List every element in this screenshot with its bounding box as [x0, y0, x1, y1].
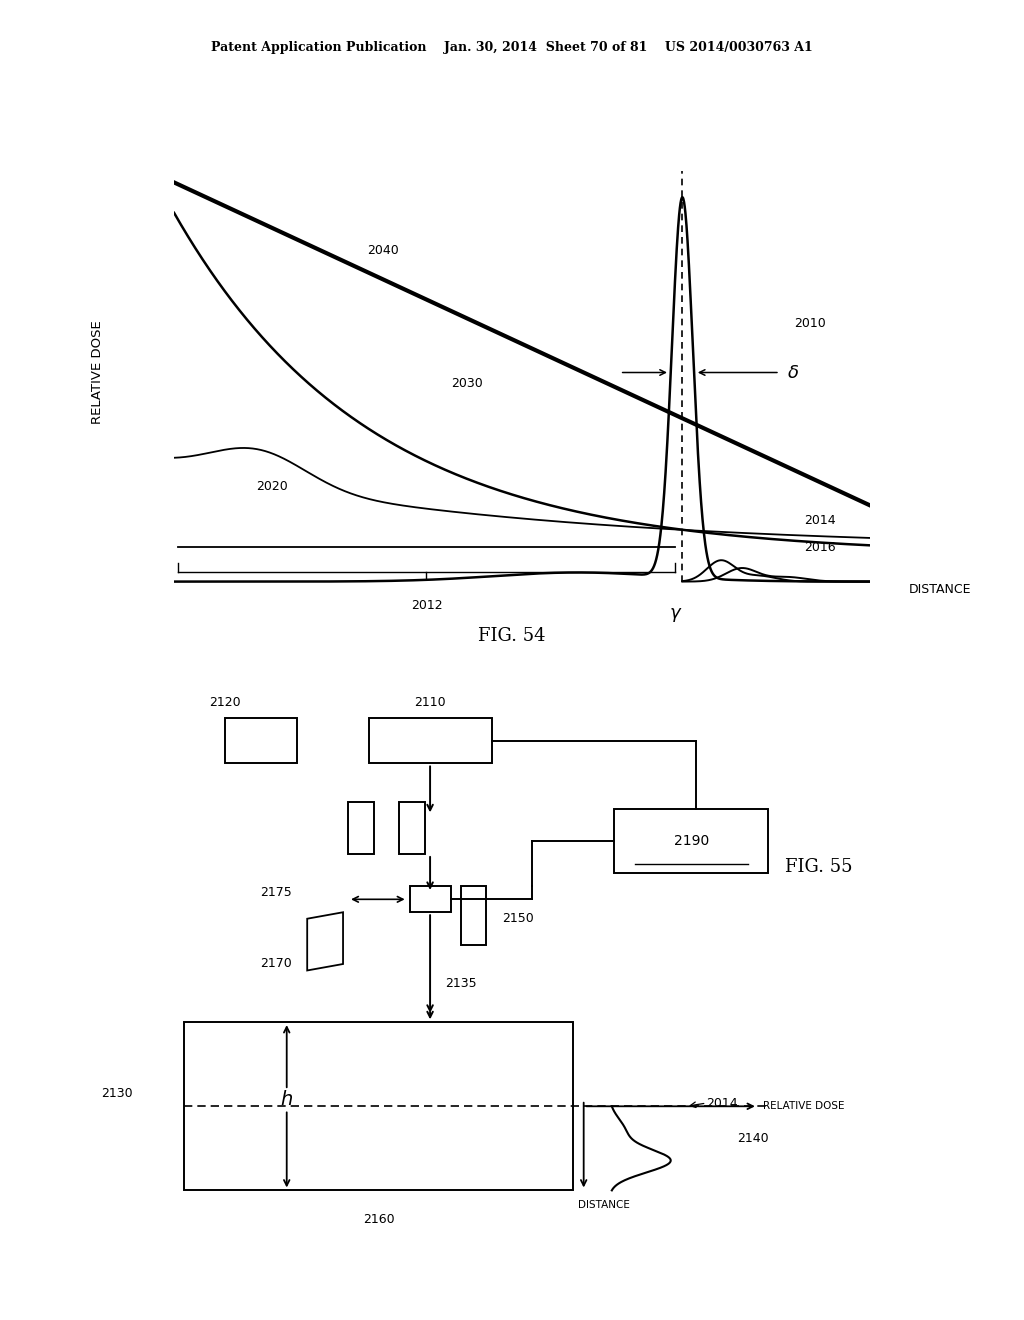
Text: 2135: 2135 [445, 977, 477, 990]
Text: 2014: 2014 [804, 515, 836, 527]
Bar [410, 887, 451, 912]
Text: h: h [281, 1090, 293, 1109]
Text: RELATIVE DOSE: RELATIVE DOSE [763, 1101, 845, 1111]
Text: 2190: 2190 [674, 834, 709, 849]
Bar [461, 887, 486, 945]
Text: DISTANCE: DISTANCE [579, 1200, 630, 1210]
Bar [369, 718, 492, 763]
Text: DISTANCE: DISTANCE [908, 582, 971, 595]
Text: 2020: 2020 [256, 480, 288, 494]
Text: 2175: 2175 [260, 886, 293, 899]
Text: 2016: 2016 [804, 541, 836, 554]
Text: 2014: 2014 [707, 1097, 738, 1110]
Text: FIG. 54: FIG. 54 [478, 627, 546, 645]
Text: RELATIVE DOSE: RELATIVE DOSE [91, 321, 104, 424]
Text: Patent Application Publication    Jan. 30, 2014  Sheet 70 of 81    US 2014/00307: Patent Application Publication Jan. 30, … [211, 41, 813, 54]
Bar [348, 803, 374, 854]
Text: 2030: 2030 [451, 378, 482, 391]
Text: 2170: 2170 [260, 957, 293, 970]
Bar [399, 803, 425, 854]
Text: 2130: 2130 [101, 1086, 133, 1100]
Bar [614, 809, 768, 874]
Text: 2012: 2012 [411, 599, 442, 611]
Text: 2120: 2120 [210, 696, 241, 709]
Text: 2160: 2160 [364, 1213, 394, 1226]
Text: 2150: 2150 [502, 912, 534, 925]
Text: $\gamma$: $\gamma$ [669, 606, 682, 624]
Text: $\delta$: $\delta$ [786, 363, 799, 381]
Text: FIG. 55: FIG. 55 [785, 858, 853, 876]
Text: 2140: 2140 [737, 1133, 769, 1146]
Text: 2010: 2010 [794, 317, 825, 330]
Text: 2110: 2110 [415, 696, 445, 709]
Bar [225, 718, 297, 763]
Bar [184, 1022, 573, 1191]
Text: 2040: 2040 [367, 244, 399, 257]
Polygon shape [307, 912, 343, 970]
